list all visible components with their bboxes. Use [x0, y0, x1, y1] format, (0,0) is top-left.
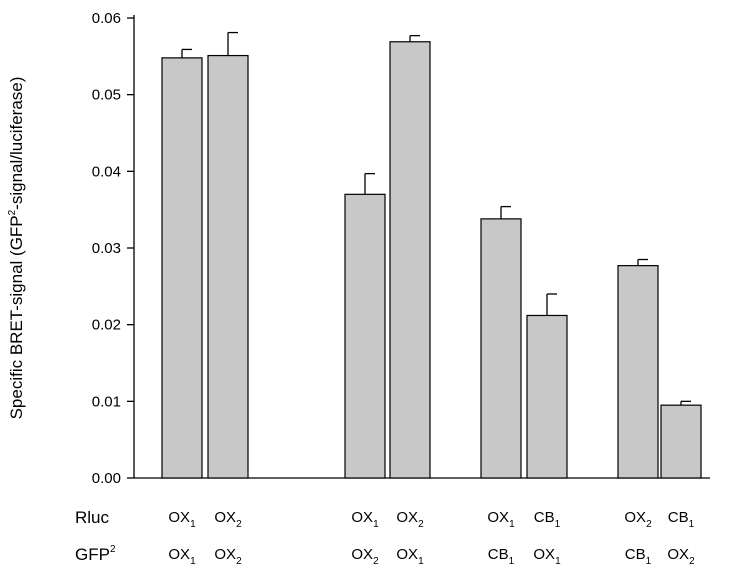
- bar: [161, 57, 203, 479]
- gfp2-construct-label: OX1: [168, 546, 196, 567]
- error-bar: [500, 205, 511, 219]
- rluc-construct-label: OX2: [214, 509, 242, 530]
- rluc-construct-label: OX1: [351, 509, 379, 530]
- bar: [617, 265, 659, 479]
- bars: [161, 41, 702, 479]
- gfp2-construct-label: CB1: [625, 546, 652, 567]
- gfp2-construct-label: OX2: [214, 546, 242, 567]
- y-tick-label: 0.04: [92, 163, 121, 180]
- rluc-construct-label: OX2: [396, 509, 424, 530]
- rluc-construct-label: OX2: [624, 509, 652, 530]
- row-label-gfp2: GFP2: [75, 544, 116, 564]
- y-tick-label: 0.02: [92, 317, 121, 334]
- gfp2-construct-label: OX2: [351, 546, 379, 567]
- rluc-construct-label: CB1: [534, 509, 561, 530]
- rluc-construct-label: OX1: [168, 509, 196, 530]
- bar: [344, 193, 386, 479]
- y-axis-ticks: 0.00 0.01 0.02 0.03 0.04 0.05 0.06: [92, 10, 134, 487]
- bar: [526, 314, 568, 479]
- construct-row-labels: Rluc GFP2: [75, 508, 116, 564]
- error-bar: [637, 258, 648, 266]
- gfp2-construct-label: OX1: [396, 546, 424, 567]
- error-bar: [181, 48, 192, 58]
- gfp2-construct-label: OX2: [667, 546, 695, 567]
- gfp2-construct-label: OX1: [533, 546, 561, 567]
- construct-labels: OX1 OX1 OX2 OX2 OX1 OX2 OX2 OX1 OX1 CB1 CB1 OX1 OX2 C…: [168, 509, 695, 567]
- y-axis-label: Specific BRET-signal (GFP2-signal/lucife…: [7, 77, 26, 420]
- error-bar: [546, 293, 557, 316]
- rluc-construct-label: OX1: [487, 509, 515, 530]
- error-bars: [181, 31, 691, 406]
- row-label-rluc: Rluc: [75, 508, 110, 527]
- rluc-construct-label: CB1: [668, 509, 695, 530]
- bar: [660, 404, 702, 479]
- bar: [207, 54, 249, 479]
- y-tick-label: 0.01: [92, 393, 121, 410]
- y-axis-title: Specific BRET-signal (GFP2-signal/lucife…: [7, 77, 26, 420]
- error-bar: [227, 31, 238, 56]
- gfp2-construct-label: CB1: [488, 546, 515, 567]
- bar: [389, 41, 431, 479]
- y-tick-label: 0.06: [92, 10, 121, 27]
- y-tick-label: 0.03: [92, 240, 121, 257]
- error-bar: [680, 400, 691, 406]
- error-bar: [364, 172, 375, 195]
- error-bar: [409, 34, 420, 42]
- bar: [480, 218, 522, 479]
- y-tick-label: 0.00: [92, 470, 121, 487]
- y-tick-label: 0.05: [92, 87, 121, 104]
